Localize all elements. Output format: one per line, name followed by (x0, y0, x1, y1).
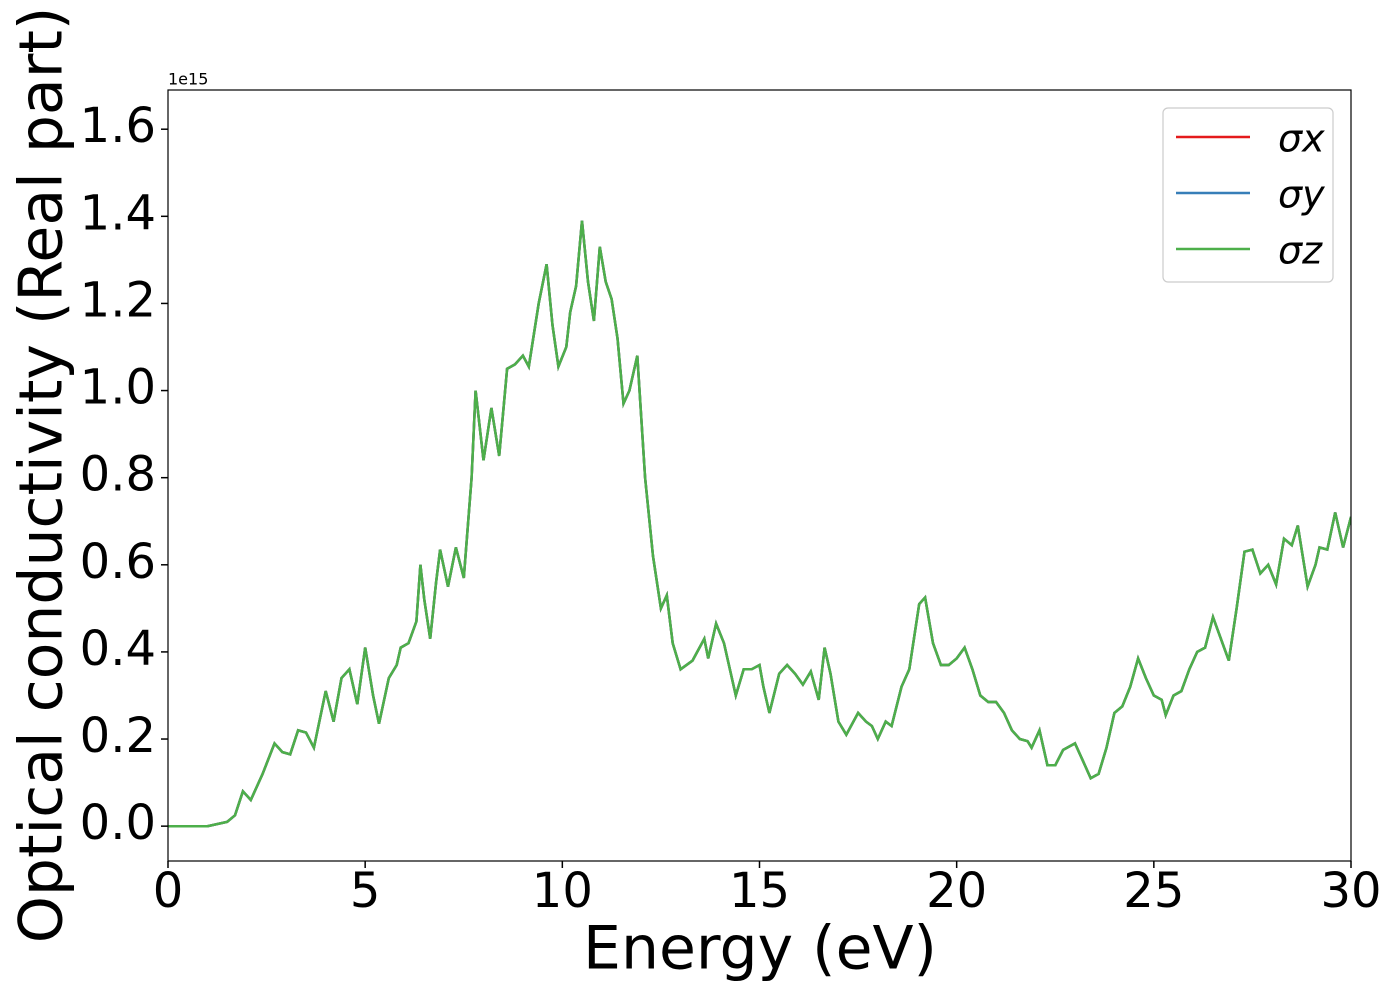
data-line (168, 220, 1351, 828)
y-tick-label: 0.8 (80, 447, 156, 503)
legend-box (1162, 107, 1334, 283)
y-tick-label: 0.0 (80, 795, 156, 851)
legend-label: σz (1278, 229, 1323, 273)
x-axis-label: Energy (eV) (583, 914, 937, 984)
x-tick-label: 0 (153, 863, 184, 919)
legend-label: σx (1278, 117, 1325, 161)
x-tick-label: 15 (729, 863, 790, 919)
legend-label: σy (1278, 173, 1325, 217)
x-tick-label: 30 (1320, 863, 1381, 919)
y-tick-label: 1.0 (80, 360, 156, 416)
x-tick-label: 20 (926, 863, 987, 919)
plot-frame (167, 89, 1352, 862)
y-tick-label: 0.6 (80, 534, 156, 590)
y-tick-label: 1.6 (80, 98, 156, 154)
y-offset-label: 1e15 (168, 70, 208, 89)
y-tick-label: 0.2 (80, 708, 156, 764)
y-tick-label: 1.2 (80, 272, 156, 328)
y-axis-label: Optical conductivity (Real part) (7, 7, 77, 944)
y-tick-label: 0.4 (80, 621, 156, 677)
x-tick-label: 10 (532, 863, 593, 919)
x-tick-label: 25 (1123, 863, 1184, 919)
x-tick-label: 5 (350, 863, 381, 919)
y-tick-label: 1.4 (80, 185, 156, 241)
